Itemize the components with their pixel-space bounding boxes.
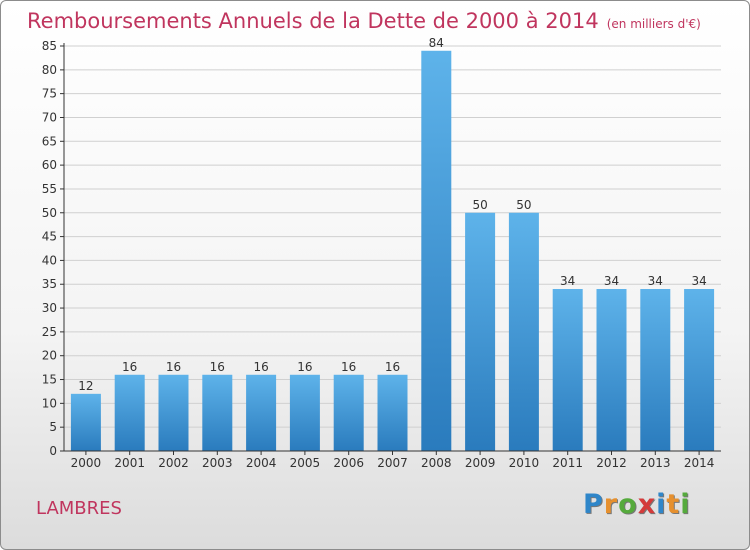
bar	[465, 212, 496, 451]
data-label: 50	[516, 198, 531, 212]
x-tick-label: 2000	[71, 456, 102, 470]
x-tick-label: 2011	[552, 456, 583, 470]
logo-letter: x	[637, 489, 657, 520]
logo-letter: P	[583, 489, 604, 520]
x-tick-label: 2013	[640, 456, 671, 470]
bar	[377, 374, 408, 451]
data-label: 50	[472, 198, 487, 212]
data-label: 84	[429, 36, 444, 50]
x-tick-label: 2014	[684, 456, 715, 470]
logo-letter: r	[603, 489, 619, 520]
y-tick-label: 50	[42, 206, 57, 220]
y-tick-label: 75	[42, 87, 57, 101]
bar	[508, 212, 539, 451]
x-tick-label: 2008	[421, 456, 452, 470]
logo-letter: i	[656, 489, 667, 520]
y-tick-label: 45	[42, 230, 57, 244]
bar	[202, 374, 233, 451]
y-tick-label: 30	[42, 301, 57, 315]
y-tick-label: 65	[42, 134, 57, 148]
axes	[60, 43, 721, 455]
y-tick-label: 20	[42, 349, 57, 363]
chart-title-text: Remboursements Annuels de la Dette de 20…	[27, 9, 599, 33]
data-label: 34	[691, 274, 706, 288]
logo-letter: t	[666, 489, 681, 520]
bar	[246, 374, 277, 451]
data-label: 12	[78, 379, 93, 393]
y-tick-label: 60	[42, 158, 57, 172]
bar	[552, 289, 583, 451]
y-tick-label: 80	[42, 63, 57, 77]
data-label: 16	[341, 360, 356, 374]
bar	[596, 289, 627, 451]
logo-letter: o	[618, 489, 638, 520]
x-tick-label: 2002	[158, 456, 189, 470]
y-tick-label: 0	[49, 444, 57, 458]
x-tick-label: 2007	[377, 456, 408, 470]
data-label: 34	[648, 274, 663, 288]
data-label: 16	[253, 360, 268, 374]
x-tick-label: 2005	[290, 456, 321, 470]
data-label: 16	[210, 360, 225, 374]
y-tick-label: 40	[42, 253, 57, 267]
bars	[70, 50, 715, 451]
y-tick-label: 15	[42, 373, 57, 387]
labels: 0 5 10 15 20 25 30 35 40 45 50 55 60 65 70 75 80 85 12 2000…	[42, 36, 715, 470]
proxiti-logo: Proxiti	[583, 489, 691, 520]
data-label: 16	[385, 360, 400, 374]
x-tick-label: 2001	[114, 456, 145, 470]
data-label: 16	[297, 360, 312, 374]
y-tick-label: 25	[42, 325, 57, 339]
x-tick-label: 2006	[333, 456, 364, 470]
y-tick-label: 10	[42, 396, 57, 410]
y-tick-label: 85	[42, 39, 57, 53]
commune-name: LAMBRES	[36, 498, 122, 519]
data-label: 34	[604, 274, 619, 288]
x-tick-label: 2010	[509, 456, 540, 470]
bar	[640, 289, 671, 451]
bar	[333, 374, 364, 451]
y-tick-label: 55	[42, 182, 57, 196]
data-label: 16	[166, 360, 181, 374]
y-tick-label: 70	[42, 110, 57, 124]
bar	[114, 374, 145, 451]
bar	[289, 374, 320, 451]
x-tick-label: 2009	[465, 456, 496, 470]
bar	[158, 374, 189, 451]
bar	[70, 393, 101, 451]
data-label: 34	[560, 274, 575, 288]
bar	[684, 289, 715, 451]
logo-letter: i	[680, 489, 691, 520]
y-tick-label: 5	[49, 420, 57, 434]
x-tick-label: 2003	[202, 456, 233, 470]
y-tick-label: 35	[42, 277, 57, 291]
x-tick-label: 2004	[246, 456, 277, 470]
data-label: 16	[122, 360, 137, 374]
bar	[421, 50, 452, 451]
chart-subtitle: (en milliers d'€)	[606, 17, 701, 31]
x-tick-label: 2012	[596, 456, 627, 470]
chart-title: Remboursements Annuels de la Dette de 20…	[27, 9, 701, 33]
